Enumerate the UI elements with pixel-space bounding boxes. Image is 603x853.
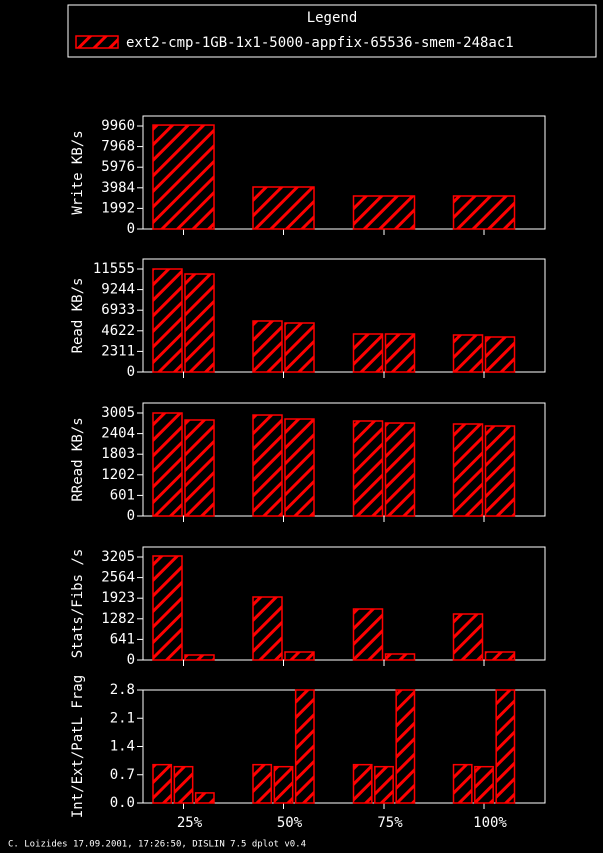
x-tick-label: 100% xyxy=(473,815,507,831)
plot-frame xyxy=(142,546,546,661)
y-tick-label: 9960 xyxy=(101,118,135,134)
y-tick-label: 3205 xyxy=(101,549,135,565)
legend-swatch xyxy=(75,35,119,49)
y-tick-label: 2.1 xyxy=(110,710,135,726)
y-tick-label: 9244 xyxy=(101,282,135,298)
y-axis-label: Int/Ext/PatL Frag xyxy=(70,675,86,818)
bar xyxy=(152,555,183,661)
bar xyxy=(284,322,315,373)
y-axis-label: RRead KB/s xyxy=(70,417,86,501)
y-tick-label: 1923 xyxy=(101,590,135,606)
legend-title: Legend xyxy=(307,10,358,26)
y-tick-label: 11555 xyxy=(93,261,135,277)
y-tick-label: 1992 xyxy=(101,200,135,216)
bar xyxy=(194,792,215,804)
bar xyxy=(173,765,194,804)
y-tick-label: 601 xyxy=(110,487,135,503)
bar xyxy=(252,320,283,373)
plot-frame xyxy=(142,115,546,230)
bar xyxy=(484,651,516,661)
bar xyxy=(474,765,494,804)
bar xyxy=(384,422,416,517)
y-tick-label: 2564 xyxy=(101,570,135,586)
bar xyxy=(252,186,315,230)
y-tick-label: 2404 xyxy=(101,426,135,442)
bar xyxy=(352,763,373,804)
y-tick-label: 1282 xyxy=(101,611,135,627)
bar xyxy=(452,613,484,661)
y-tick-label: 3005 xyxy=(101,405,135,421)
y-tick-label: 7968 xyxy=(101,139,135,155)
x-tick-label: 75% xyxy=(377,815,403,831)
x-tick-label: 25% xyxy=(177,815,203,831)
bar xyxy=(452,423,484,517)
bar xyxy=(152,268,183,373)
bar xyxy=(352,420,384,517)
y-tick-label: 6933 xyxy=(101,302,135,318)
bar xyxy=(452,763,473,804)
x-tick-label: 50% xyxy=(277,815,303,831)
y-tick-label: 2311 xyxy=(101,343,135,359)
y-tick-label: 5976 xyxy=(101,159,135,175)
bar xyxy=(184,419,215,517)
bar xyxy=(184,654,215,661)
y-tick-label: 0 xyxy=(127,221,135,237)
bar xyxy=(374,765,394,804)
y-tick-label: 0.7 xyxy=(110,767,135,783)
bar xyxy=(252,414,283,517)
y-tick-label: 0.0 xyxy=(110,795,135,811)
legend-box xyxy=(67,4,597,58)
bar xyxy=(152,124,215,230)
y-tick-label: 1.4 xyxy=(110,739,135,755)
footer: C. Loizides 17.09.2001, 17:26:50, DISLIN… xyxy=(8,840,306,850)
plot-frame xyxy=(142,258,546,373)
bar xyxy=(484,425,516,517)
bar xyxy=(152,412,183,517)
y-tick-label: 641 xyxy=(110,631,135,647)
bar xyxy=(152,763,173,804)
bar xyxy=(252,596,283,661)
y-tick-label: 4622 xyxy=(101,323,135,339)
bar xyxy=(252,763,273,804)
bar xyxy=(284,651,315,661)
bar xyxy=(352,608,384,661)
bar xyxy=(484,336,516,373)
y-tick-label: 0 xyxy=(127,652,135,668)
bar xyxy=(352,333,384,373)
bar xyxy=(184,273,215,373)
bar xyxy=(452,195,516,230)
plot-frame xyxy=(142,402,546,517)
y-tick-label: 1803 xyxy=(101,446,135,462)
y-axis-label: Stats/Fibs /s xyxy=(70,549,86,659)
y-axis-label: Read KB/s xyxy=(70,278,86,354)
y-tick-label: 0 xyxy=(127,364,135,380)
y-tick-label: 1202 xyxy=(101,467,135,483)
bar xyxy=(395,689,416,804)
y-tick-label: 3984 xyxy=(101,180,135,196)
bar xyxy=(384,333,416,373)
bar xyxy=(452,334,484,373)
bar xyxy=(284,418,315,517)
y-tick-label: 0 xyxy=(127,508,135,524)
y-axis-label: Write KB/s xyxy=(70,130,86,214)
bar xyxy=(384,653,416,661)
bar xyxy=(273,765,294,804)
bar xyxy=(294,689,315,804)
y-tick-label: 2.8 xyxy=(110,682,135,698)
bar xyxy=(352,195,416,230)
legend-label: ext2-cmp-1GB-1x1-5000-appfix-65536-smem-… xyxy=(126,35,514,51)
bar xyxy=(495,689,516,804)
